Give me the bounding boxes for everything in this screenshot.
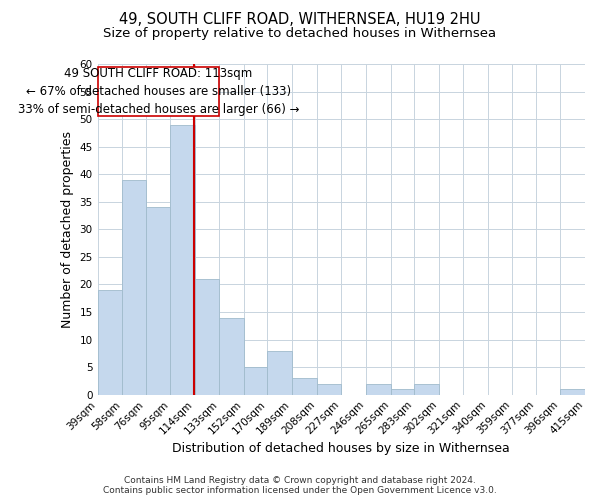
Bar [98, 290, 122, 395]
Bar [414, 384, 439, 394]
Bar [195, 279, 220, 394]
Bar [98, 67, 220, 116]
Bar [292, 378, 317, 394]
Text: Contains HM Land Registry data © Crown copyright and database right 2024.
Contai: Contains HM Land Registry data © Crown c… [103, 476, 497, 495]
Bar [366, 384, 391, 394]
Bar [146, 208, 170, 394]
Y-axis label: Number of detached properties: Number of detached properties [61, 131, 74, 328]
Text: 49 SOUTH CLIFF ROAD: 113sqm
← 67% of detached houses are smaller (133)
33% of se: 49 SOUTH CLIFF ROAD: 113sqm ← 67% of det… [18, 67, 299, 116]
Bar [317, 384, 341, 394]
Bar [391, 389, 414, 394]
Bar [170, 124, 195, 394]
Bar [244, 367, 268, 394]
Bar [560, 389, 585, 394]
Bar [220, 318, 244, 394]
Bar [268, 350, 292, 395]
Bar [122, 180, 146, 394]
X-axis label: Distribution of detached houses by size in Withernsea: Distribution of detached houses by size … [172, 442, 510, 455]
Text: 49, SOUTH CLIFF ROAD, WITHERNSEA, HU19 2HU: 49, SOUTH CLIFF ROAD, WITHERNSEA, HU19 2… [119, 12, 481, 28]
Text: Size of property relative to detached houses in Withernsea: Size of property relative to detached ho… [103, 28, 497, 40]
